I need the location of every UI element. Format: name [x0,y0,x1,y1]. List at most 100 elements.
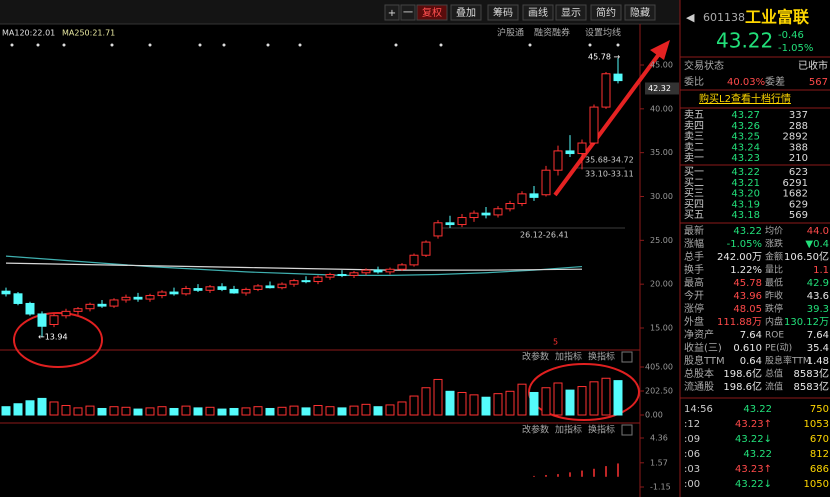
indicator-link[interactable]: 换指标 [588,424,615,436]
stat-value: 44.0 [807,226,829,237]
candle-body [49,315,59,325]
chart-link[interactable]: 设置均线 [585,27,621,39]
indicator-link[interactable]: 换指标 [588,351,615,363]
tick-price: 43.22 [743,449,772,460]
volume-bar [409,395,419,416]
toolbar-button-frame[interactable] [487,4,519,21]
candle-body [241,288,251,294]
status: 已收市 [798,59,828,72]
volume-bar [25,400,35,416]
stat-value: 1.48 [807,356,829,367]
tick-volume: 1050 [804,479,829,490]
order-ratio: 委差 [765,75,785,88]
volume-bar [493,393,503,416]
indicator-link[interactable]: 加指标 [555,424,582,436]
book-label: 卖二 [684,141,704,153]
candle-body [61,310,71,317]
stat-value: 7.64 [740,330,762,341]
toolbar-button[interactable]: 筹码 [493,6,513,19]
tick-price: 43.23↑ [735,464,772,475]
book-price: 43.22 [731,167,760,178]
volume-bar [289,405,299,416]
stat-value: 45.78 [733,278,762,289]
volume-bar [37,397,47,416]
toolbar-button[interactable]: 复权 [422,6,442,19]
back-arrow: ◀ [686,11,695,24]
toolbar-button-frame[interactable] [590,4,622,21]
indicator-link[interactable]: 改参数 [522,351,549,363]
candle-body [169,291,179,295]
stat-label: 收益(三) [684,341,722,354]
chart-link[interactable]: 融资融券 [534,27,570,39]
toolbar-button[interactable]: 叠加 [456,7,476,19]
book-label: 卖四 [684,120,704,132]
l2-link[interactable]: 购买L2查看十档行情 [699,92,791,105]
volume-bar [109,406,119,416]
stat-label: 昨收 [765,290,783,302]
toolbar-button-frame[interactable] [416,4,448,21]
toolbar-button[interactable]: 显示 [561,7,581,19]
volume-bar [121,406,131,416]
stat-label: 今开 [684,289,704,302]
volume-bar [541,387,551,416]
candle-body [193,288,203,291]
stat-value: 43.22 [733,226,762,237]
candle-body [289,280,299,285]
volume-bar [313,405,323,416]
toolbar-button[interactable]: + [388,8,396,19]
toolbar-button-frame[interactable] [400,4,416,21]
volume-bar [133,408,143,416]
book-label: 买一 [684,166,704,178]
y-tick-label: 1.57 [650,458,668,467]
toolbar-button[interactable]: 画线 [528,6,548,19]
volume-bar [301,407,311,416]
chart-link[interactable]: 沪股通 [497,27,524,39]
volume-bar [49,401,59,416]
candle-body [229,288,239,294]
y-tick-label: 20.00 [650,280,673,289]
toolbar-button[interactable]: 一 [403,8,413,19]
ma-legend: MA120:22.01 [2,29,55,38]
candle-body [445,222,455,226]
toolbar-button-frame[interactable] [624,4,656,21]
volume-bar [349,405,359,416]
stat-value: 8583亿 [794,367,829,380]
stat-value: 111.88万 [717,317,762,328]
book-label: 买五 [684,209,704,221]
candle-body [109,299,119,307]
volume-bar [457,391,467,416]
close-box[interactable] [621,351,633,363]
candle-body [121,296,131,301]
stat-label: 流值 [765,381,783,393]
tick-price: 43.23↑ [735,419,772,430]
toolbar-button-frame[interactable] [450,4,482,21]
y-tick-label: 15.00 [650,324,673,333]
toolbar-button-frame[interactable] [522,4,554,21]
indicator-link[interactable]: 改参数 [522,424,549,436]
close-box[interactable] [621,424,633,436]
candle-body [493,208,503,216]
volume-bar [181,405,191,416]
candle-body [577,142,587,155]
toolbar-button-frame[interactable] [384,4,400,21]
candle-body [253,285,263,290]
candle-body [85,303,95,310]
toolbar-button-frame[interactable] [555,4,587,21]
stat-value: -1.05% [727,239,762,250]
annotation: 45.78 → [588,53,620,62]
volume-bar [73,407,83,416]
y-tick-label: 405.00 [645,363,673,372]
ma-line [5,255,583,276]
y-tick-label: -1.15 [650,483,671,492]
trend-arrow-head [650,40,670,60]
candle-body [337,274,347,277]
volume-bar [97,407,107,416]
candle-body [265,285,275,289]
indicator-link[interactable]: 加指标 [555,351,582,363]
toolbar-button[interactable]: 简约 [596,6,616,19]
stat-label: 外盘 [684,315,704,328]
candle-body [469,212,479,219]
stat-value: ▼0.4 [805,239,829,250]
toolbar-button[interactable]: 隐藏 [630,7,650,19]
